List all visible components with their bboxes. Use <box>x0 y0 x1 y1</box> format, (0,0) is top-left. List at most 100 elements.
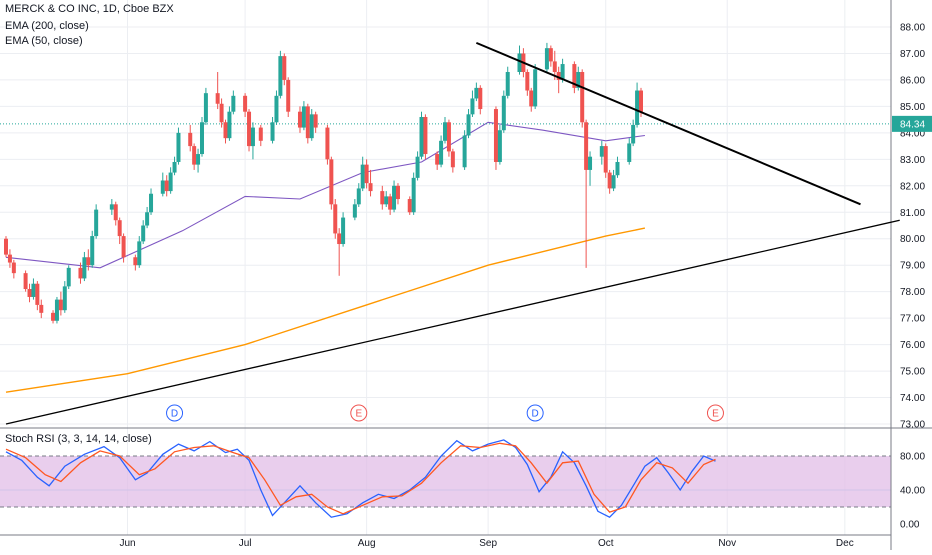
candle-body <box>333 204 338 234</box>
candle-body <box>560 64 565 80</box>
candle-body <box>493 109 498 162</box>
candle <box>462 130 467 170</box>
candle-body <box>443 122 448 141</box>
candle <box>309 109 314 141</box>
time-tick-label: Aug <box>358 538 376 549</box>
candle-body <box>11 262 16 274</box>
stoch-tick-label: 0.00 <box>900 520 920 531</box>
candle-body <box>474 87 479 99</box>
candle <box>635 82 640 128</box>
candle-body <box>117 220 122 237</box>
price-tick-label: 75.00 <box>900 367 925 378</box>
candle <box>466 109 471 139</box>
candle <box>78 262 83 284</box>
candle <box>286 77 291 117</box>
price-tick-label: 81.00 <box>900 208 925 219</box>
candle <box>94 204 99 239</box>
ema200-legend[interactable]: EMA (200, close) <box>5 20 89 32</box>
dividend-marker: D <box>166 404 184 422</box>
candle <box>493 106 498 170</box>
candle-body <box>423 116 428 155</box>
candle-body <box>450 151 455 168</box>
candle <box>247 109 252 152</box>
candle <box>145 206 150 229</box>
candle-body <box>121 236 126 258</box>
candle <box>31 278 36 300</box>
candle <box>501 90 506 133</box>
candle-body <box>341 217 346 245</box>
candle <box>356 183 361 207</box>
candle <box>58 291 63 316</box>
candle <box>615 156 620 178</box>
candle <box>533 64 538 110</box>
candle-body <box>58 299 63 311</box>
candle <box>384 191 389 207</box>
candle-body <box>62 286 67 311</box>
candle-body <box>227 111 232 139</box>
candle <box>227 106 232 141</box>
candle-body <box>607 172 612 189</box>
ema200-line <box>5 227 646 393</box>
event-circle <box>166 404 184 422</box>
candle-body <box>470 98 475 115</box>
candle <box>474 82 479 102</box>
price-axis: 88.00 87.00 86.00 85.00 84.00 83.00 82.00 81.00… <box>900 23 925 431</box>
candle-body <box>576 71 581 88</box>
earnings-marker: E <box>350 404 368 422</box>
chart-title: MERCK & CO INC, 1D, Cboe BZX <box>5 3 174 15</box>
candle <box>282 53 287 86</box>
candle-body <box>286 79 291 112</box>
candle-body <box>639 90 643 112</box>
candle <box>631 119 636 147</box>
candle <box>435 151 440 170</box>
candle <box>203 87 208 125</box>
candle-body <box>297 111 302 128</box>
price-tick-label: 84.00 <box>900 128 925 139</box>
candle <box>392 180 397 213</box>
candle <box>388 193 393 215</box>
ascending-trendline <box>5 219 900 425</box>
last-price-badge: 84.34 <box>892 115 932 132</box>
candle <box>548 45 553 67</box>
candle <box>544 42 549 72</box>
candle <box>419 111 424 160</box>
candle <box>360 156 365 192</box>
candle <box>505 66 510 99</box>
candle-body <box>380 191 385 205</box>
dividend-marker: D <box>526 404 544 422</box>
candle <box>223 119 228 144</box>
candle <box>172 156 177 176</box>
candle <box>584 119 589 268</box>
candle <box>443 116 448 144</box>
event-label: D <box>532 409 539 420</box>
candle <box>243 93 248 117</box>
candle-body <box>196 154 201 165</box>
price-tick-label: 80.00 <box>900 234 925 245</box>
candle <box>188 124 193 152</box>
candle-body <box>384 196 389 205</box>
candle <box>7 249 12 268</box>
candle-body <box>188 132 193 147</box>
candle-body <box>301 106 306 128</box>
price-tick-label: 76.00 <box>900 340 925 351</box>
candle <box>395 183 400 205</box>
candle <box>329 156 334 210</box>
stoch-tick-label: 80.00 <box>900 452 925 463</box>
stoch-rsi-legend[interactable]: Stoch RSI (3, 3, 14, 14, close) <box>5 433 152 445</box>
candle <box>297 106 302 133</box>
candle <box>337 228 342 276</box>
candle-body <box>462 135 467 168</box>
candle <box>599 140 604 165</box>
time-tick-label: Jun <box>119 538 135 549</box>
candle <box>133 254 138 271</box>
candle-body <box>86 257 91 266</box>
ema50-legend[interactable]: EMA (50, close) <box>5 35 83 47</box>
price-tick-label: 74.00 <box>900 393 925 404</box>
candle-body <box>160 180 165 194</box>
candle-body <box>497 130 502 162</box>
time-tick-label: Nov <box>718 538 736 549</box>
candle-body <box>141 225 146 242</box>
candle-body <box>501 95 506 131</box>
